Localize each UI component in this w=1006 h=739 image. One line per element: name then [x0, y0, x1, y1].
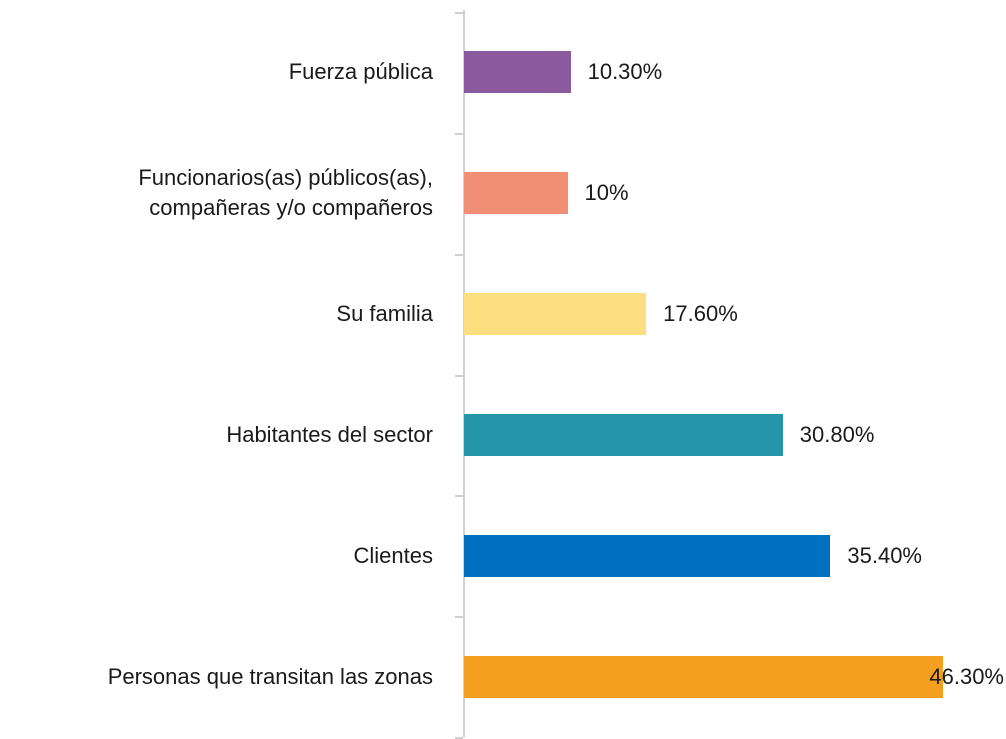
- value-label: 17.60%: [663, 301, 738, 327]
- axis-tick: [455, 253, 463, 256]
- axis-tick: [455, 12, 463, 14]
- bar: [464, 293, 647, 336]
- bar: [464, 172, 568, 215]
- bar: [464, 534, 831, 577]
- category-label: Su familia: [336, 301, 433, 327]
- bar: [464, 51, 571, 94]
- bar: [464, 655, 944, 698]
- value-label: 10.30%: [587, 59, 663, 85]
- value-label: 10%: [584, 180, 629, 206]
- category-label: Clientes: [353, 542, 433, 568]
- axis-tick: [455, 132, 463, 135]
- category-label: Personas que transitan las zonas: [107, 663, 433, 689]
- category-label: Fuerza pública: [288, 59, 433, 85]
- axis-line: [463, 10, 465, 737]
- value-label: 30.80%: [799, 421, 875, 447]
- value-label: 46.30%: [929, 663, 1004, 689]
- category-label: Funcionarios(as) públicos(as), compañera…: [138, 165, 433, 221]
- bar: [464, 413, 783, 456]
- axis-tick: [455, 374, 463, 377]
- value-label: 35.40%: [847, 542, 922, 568]
- category-label: Habitantes del sector: [226, 421, 433, 447]
- axis-tick: [455, 495, 463, 498]
- axis-tick: [455, 616, 463, 619]
